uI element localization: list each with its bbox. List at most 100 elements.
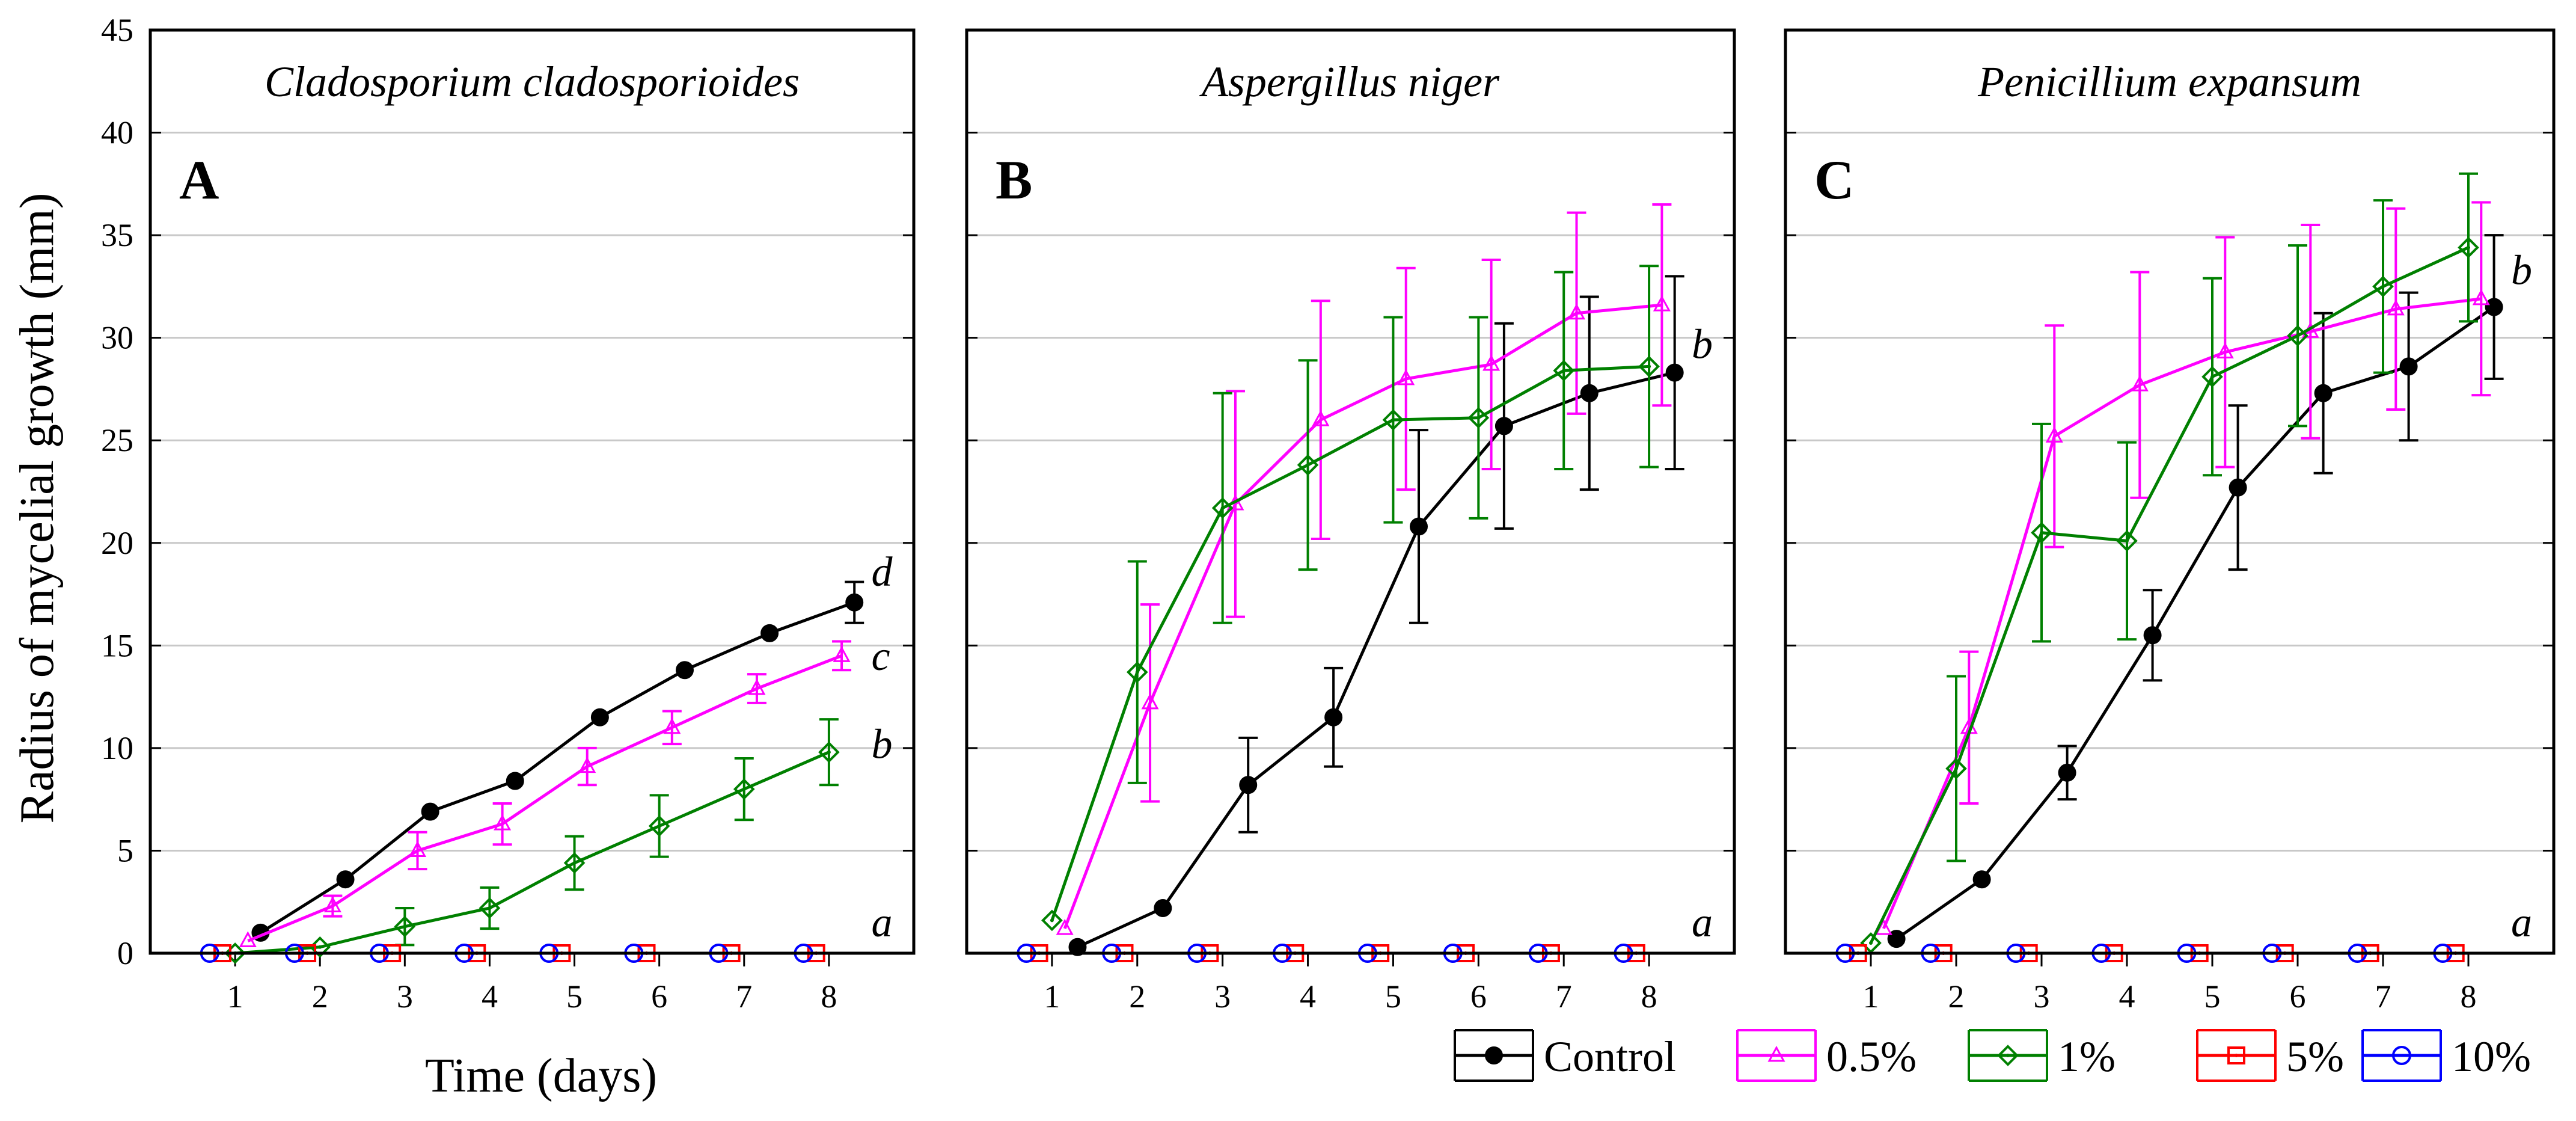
legend-marker [2227, 1046, 2245, 1064]
data-point [1887, 930, 1906, 948]
marker-dot [1665, 363, 1684, 382]
x-tick-label: 4 [1300, 978, 1316, 1015]
y-tick-label: 25 [101, 422, 133, 458]
x-tick-label: 4 [482, 978, 498, 1015]
significance-letter: b [1692, 321, 1713, 367]
marker-triangle [323, 896, 341, 913]
legend: Control 0.5% 1% 5% 10% [1454, 1029, 2531, 1082]
legend-entry: 5% [2196, 1029, 2344, 1082]
legend-entry: 0.5% [1736, 1029, 1917, 1082]
data-point [421, 802, 439, 821]
data-point [2287, 325, 2308, 347]
marker-diamond-center [572, 861, 577, 865]
data-point [2472, 289, 2490, 306]
marker-triangle [2387, 299, 2405, 316]
marker-triangle [748, 678, 766, 695]
marker-diamond-center [403, 924, 407, 929]
marker-triangle [2045, 426, 2063, 443]
data-point [1553, 360, 1575, 382]
marker-dot [1485, 1046, 1503, 1064]
marker-dot [1410, 517, 1428, 536]
marker-triangle [663, 717, 681, 734]
y-tick-label: 5 [117, 832, 133, 868]
data-point [239, 931, 257, 948]
data-point [563, 852, 586, 874]
marker-dot [2058, 763, 2076, 782]
data-point [818, 741, 840, 763]
marker-diamond [309, 936, 331, 958]
legend-label: 10% [2452, 1033, 2531, 1081]
panel-title: Penicillium expansum [1977, 58, 2361, 106]
y-tick-label: 30 [101, 320, 133, 356]
series-0_5pct [239, 640, 852, 948]
series-1pct [1860, 172, 2479, 954]
marker-square [2227, 1046, 2245, 1064]
data-point [2045, 426, 2063, 443]
x-tick-label: 7 [736, 978, 752, 1015]
y-tick-label: 10 [101, 730, 133, 766]
legend-entry: 10% [2361, 1029, 2531, 1082]
marker-diamond-center [1869, 941, 1873, 945]
marker-diamond [1211, 497, 1234, 519]
series-control [1068, 275, 1684, 956]
marker-diamond-center [1050, 918, 1054, 923]
x-tick-label: 3 [2034, 978, 2050, 1015]
x-tick-label: 8 [821, 978, 837, 1015]
panel-title: Aspergillus niger [1199, 58, 1500, 106]
series-control [1887, 234, 2504, 948]
data-point [845, 593, 864, 612]
legend-marker [2392, 1046, 2411, 1065]
marker-triangle [1312, 410, 1330, 426]
data-point [1638, 355, 1660, 378]
marker-triangle [833, 646, 851, 662]
marker-dot [590, 708, 609, 726]
significance-letter: b [871, 721, 892, 767]
marker-diamond [1041, 909, 1063, 932]
series-line [1063, 303, 1662, 929]
data-point [1580, 384, 1599, 402]
marker-diamond [2287, 325, 2308, 347]
marker-diamond-center [742, 787, 746, 791]
x-tick-label: 1 [1044, 978, 1060, 1015]
data-point [1945, 758, 1967, 779]
x-tick-label: 5 [2204, 978, 2221, 1015]
x-tick-label: 8 [2461, 978, 2477, 1015]
data-point [1312, 410, 1330, 426]
marker-diamond [1553, 360, 1575, 382]
series-line [1895, 306, 2495, 941]
x-tick-label: 5 [566, 978, 583, 1015]
marker-triangle [1653, 295, 1671, 312]
marker-square-center [2235, 1054, 2238, 1057]
data-point [2229, 478, 2247, 497]
marker-diamond-center [1135, 670, 1139, 674]
significance-letter: a [1692, 900, 1713, 946]
data-point [1567, 303, 1586, 320]
data-point [1382, 409, 1404, 431]
data-point [2031, 521, 2052, 544]
marker-triangle [1482, 354, 1501, 371]
series-line [234, 751, 830, 955]
marker-diamond [1467, 407, 1490, 429]
data-point [2143, 626, 2162, 645]
data-point [1154, 898, 1172, 917]
marker-diamond-center [2296, 334, 2299, 338]
data-point [1126, 661, 1148, 683]
marker-diamond-center [2210, 375, 2214, 379]
marker-dot [1580, 384, 1599, 402]
legend-marker [1997, 1045, 2019, 1066]
data-point [2216, 342, 2234, 359]
significance-letter: a [2511, 900, 2532, 946]
legend-label: 1% [2058, 1033, 2116, 1081]
data-point [748, 678, 766, 695]
marker-dot [2229, 478, 2247, 497]
panel-b: 1 2 3 4 5 6 7 8 Aspergillus niger Bb a [965, 28, 1736, 1015]
x-tick-label: 7 [1556, 978, 1572, 1015]
series-line [260, 601, 855, 935]
series-control [251, 580, 864, 942]
marker-diamond-center [1391, 418, 1395, 422]
series-line [1882, 297, 2482, 930]
data-point [2387, 299, 2405, 316]
panel-frame [1784, 28, 2556, 955]
data-point [1665, 363, 1684, 382]
marker-triangle [494, 814, 512, 831]
